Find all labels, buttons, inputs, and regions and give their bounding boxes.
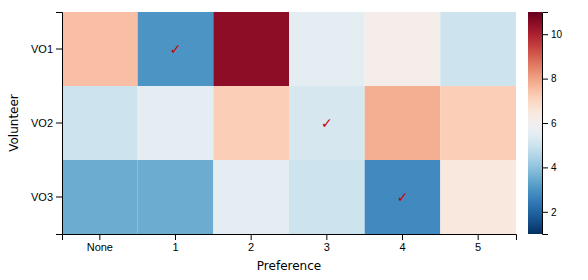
colorbar-tick-label: 6 bbox=[551, 118, 557, 129]
y-tick: VO2 bbox=[31, 117, 62, 129]
x-axis-title: Preference bbox=[257, 259, 321, 273]
colorbar-tick-label: 4 bbox=[551, 162, 557, 173]
colorbar-tick: 2 bbox=[542, 207, 557, 218]
heatmap-cell bbox=[365, 86, 441, 160]
chart-container: None12345VO1VO2VO3PreferenceVolunteer✓✓✓… bbox=[0, 0, 588, 280]
colorbar-axis-line bbox=[543, 13, 549, 235]
heatmap-cell bbox=[440, 86, 516, 160]
heatmap-cell bbox=[289, 12, 365, 86]
colorbar-tick-label: 8 bbox=[551, 73, 557, 84]
chart-svg: None12345VO1VO2VO3PreferenceVolunteer✓✓✓… bbox=[0, 0, 588, 280]
heatmap-cell bbox=[289, 86, 365, 160]
checkmark: ✓ bbox=[170, 41, 182, 57]
y-tick: VO1 bbox=[31, 43, 62, 55]
x-tick-label: 5 bbox=[475, 241, 481, 253]
colorbar-tick: 10 bbox=[542, 29, 563, 40]
x-tick-mark bbox=[326, 234, 327, 240]
x-tick-label: 1 bbox=[172, 241, 178, 253]
colorbar-tick-mark bbox=[542, 212, 548, 213]
colorbar-axis: 2 4 6 8 10 bbox=[542, 13, 563, 235]
heatmap-cell bbox=[62, 12, 138, 86]
colorbar-tick-mark bbox=[542, 167, 548, 168]
x-tick-mark bbox=[402, 234, 403, 240]
plot: None12345VO1VO2VO3PreferenceVolunteer✓✓✓… bbox=[7, 12, 563, 273]
colorbar-tick-label: 10 bbox=[551, 29, 563, 40]
y-tick-mark bbox=[56, 123, 62, 124]
y-tick-label: VO1 bbox=[31, 43, 53, 55]
colorbar-tick: 6 bbox=[542, 118, 557, 129]
heatmap-cell bbox=[365, 160, 441, 234]
x-axis: None 1 2 3 4 5 bbox=[63, 234, 517, 253]
x-tick: 3 bbox=[324, 234, 330, 253]
colorbar-bar bbox=[528, 12, 542, 234]
x-tick-label: 2 bbox=[248, 241, 254, 253]
x-tick-mark bbox=[251, 234, 252, 240]
x-tick: 2 bbox=[248, 234, 254, 253]
cells bbox=[62, 12, 516, 234]
colorbar-tick: 8 bbox=[542, 73, 557, 84]
y-tick-label: VO2 bbox=[31, 117, 53, 129]
y-tick: VO3 bbox=[31, 191, 62, 203]
heatmap-cell bbox=[138, 86, 214, 160]
colorbar: 2 4 6 8 10 bbox=[528, 12, 563, 235]
colorbar-tick-label: 2 bbox=[551, 207, 557, 218]
checkmark: ✓ bbox=[321, 115, 333, 131]
checkmark: ✓ bbox=[397, 189, 409, 205]
heatmap-cell bbox=[213, 86, 289, 160]
y-axis-line bbox=[56, 13, 63, 235]
annotations: ✓ ✓ ✓ bbox=[170, 41, 409, 205]
heatmap-cell bbox=[289, 160, 365, 234]
heatmap-cell bbox=[440, 12, 516, 86]
colorbar-tick-mark bbox=[542, 34, 548, 35]
colorbar-tick-mark bbox=[542, 123, 548, 124]
x-tick: None bbox=[87, 234, 113, 253]
x-tick: 5 bbox=[475, 234, 481, 253]
heatmap-cell bbox=[440, 160, 516, 234]
x-axis-line bbox=[63, 235, 517, 241]
heatmap-cell bbox=[138, 12, 214, 86]
y-axis: VO1 VO2 VO3 bbox=[31, 13, 63, 235]
heatmap-cell bbox=[213, 160, 289, 234]
colorbar-tick: 4 bbox=[542, 162, 557, 173]
x-tick: 4 bbox=[399, 234, 405, 253]
colorbar-tick-mark bbox=[542, 79, 548, 80]
heatmap-cell bbox=[62, 160, 138, 234]
x-tick-label: 4 bbox=[399, 241, 405, 253]
x-tick-label: 3 bbox=[324, 241, 330, 253]
y-axis-title: Volunteer bbox=[7, 94, 21, 152]
x-tick-mark bbox=[175, 234, 176, 240]
y-tick-mark bbox=[56, 197, 62, 198]
x-tick-label: None bbox=[87, 241, 113, 253]
heatmap-cell bbox=[213, 12, 289, 86]
heatmap-cell bbox=[62, 86, 138, 160]
heatmap-cell bbox=[365, 12, 441, 86]
x-tick-mark bbox=[478, 234, 479, 240]
heatmap-cell bbox=[138, 160, 214, 234]
y-tick-mark bbox=[56, 49, 62, 50]
x-tick: 1 bbox=[172, 234, 178, 253]
y-tick-label: VO3 bbox=[31, 191, 53, 203]
x-tick-mark bbox=[99, 234, 100, 240]
